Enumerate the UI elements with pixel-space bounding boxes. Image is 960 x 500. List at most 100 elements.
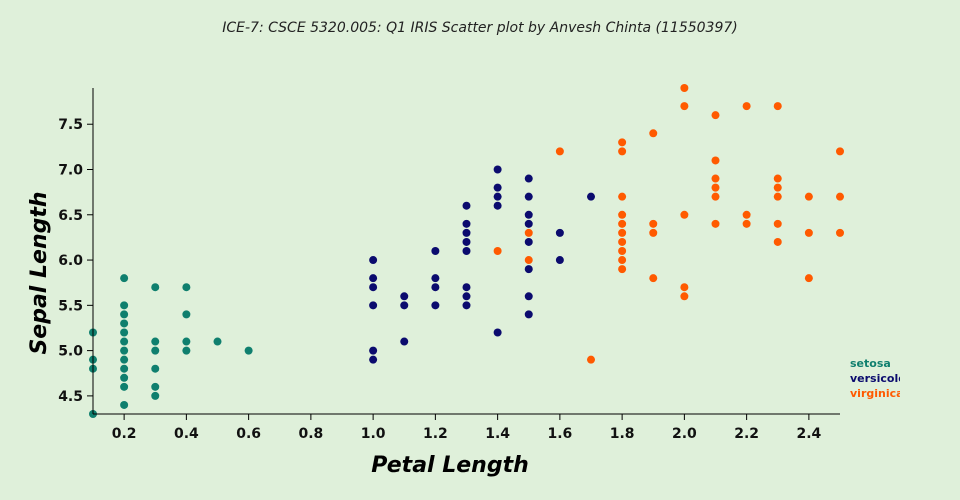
versicolor-point bbox=[462, 292, 471, 301]
virginica-point bbox=[711, 219, 720, 228]
setosa-point bbox=[151, 337, 160, 346]
versicolor-point bbox=[524, 237, 533, 246]
virginica-point bbox=[649, 219, 658, 228]
setosa-point bbox=[120, 346, 129, 355]
plot-area bbox=[89, 84, 844, 418]
y-tick-label: 5.0 bbox=[58, 344, 83, 360]
x-tick-label: 0.2 bbox=[112, 426, 137, 442]
x-tick-label: 1.8 bbox=[610, 426, 635, 442]
virginica-point bbox=[555, 147, 564, 156]
virginica-point bbox=[680, 210, 689, 219]
x-tick-label: 1.2 bbox=[423, 426, 448, 442]
virginica-point bbox=[711, 174, 720, 183]
versicolor-point bbox=[462, 301, 471, 310]
setosa-point bbox=[244, 346, 253, 355]
virginica-point bbox=[493, 247, 502, 255]
virginica-point bbox=[711, 156, 720, 165]
setosa-point bbox=[182, 310, 191, 319]
setosa-point bbox=[120, 328, 129, 337]
virginica-point bbox=[618, 247, 627, 255]
x-tick-label: 0.6 bbox=[236, 426, 261, 442]
setosa-point bbox=[120, 382, 129, 391]
virginica-point bbox=[524, 256, 533, 265]
virginica-point bbox=[804, 192, 813, 201]
x-tick-label: 1.0 bbox=[361, 426, 386, 442]
versicolor-point bbox=[462, 237, 471, 246]
x-tick-label: 0.4 bbox=[174, 426, 199, 442]
versicolor-point bbox=[462, 247, 471, 255]
versicolor-point bbox=[369, 283, 378, 292]
versicolor-point bbox=[369, 256, 378, 265]
x-axis: 0.2 0.4 0.6 0.8 1.0 1.2 1.4 1.6 1.8 2.0 2.2 2.4 bbox=[93, 413, 840, 442]
versicolor-point bbox=[493, 192, 502, 201]
y-tick-label: 6.0 bbox=[58, 253, 83, 269]
setosa-point bbox=[213, 337, 222, 346]
versicolor-point bbox=[493, 183, 502, 192]
virginica-point bbox=[618, 147, 627, 156]
versicolor-point bbox=[462, 219, 471, 228]
y-tick-label: 7.5 bbox=[58, 117, 83, 133]
virginica-point bbox=[804, 228, 813, 237]
virginica-point bbox=[649, 228, 658, 237]
y-axis-label: Sepal Length bbox=[27, 191, 52, 354]
versicolor-point bbox=[369, 274, 378, 283]
x-tick-label: 2.0 bbox=[672, 426, 697, 442]
virginica-point bbox=[773, 183, 782, 192]
setosa-point bbox=[120, 310, 129, 319]
virginica-point bbox=[618, 192, 627, 201]
virginica-point bbox=[680, 102, 689, 111]
legend-label-versicolor: versicolor bbox=[850, 372, 912, 385]
versicolor-point bbox=[369, 355, 378, 364]
series-virginica bbox=[493, 84, 844, 364]
versicolor-point bbox=[524, 310, 533, 319]
versicolor-point bbox=[587, 192, 595, 201]
versicolor-point bbox=[431, 283, 440, 292]
legend-items: setosa versicolor virginica bbox=[850, 357, 912, 400]
setosa-point bbox=[151, 364, 160, 373]
versicolor-point bbox=[431, 247, 440, 255]
setosa-point bbox=[151, 391, 160, 400]
versicolor-point bbox=[555, 228, 564, 237]
legend-label-setosa: setosa bbox=[850, 357, 891, 370]
virginica-point bbox=[618, 138, 627, 147]
virginica-point bbox=[649, 129, 658, 138]
virginica-point bbox=[618, 265, 627, 274]
versicolor-point bbox=[462, 228, 471, 237]
series-setosa bbox=[89, 274, 253, 418]
virginica-point bbox=[773, 174, 782, 183]
virginica-point bbox=[618, 256, 627, 265]
versicolor-point bbox=[524, 192, 533, 201]
setosa-point bbox=[120, 319, 129, 328]
virginica-point bbox=[773, 192, 782, 201]
setosa-point bbox=[151, 382, 160, 391]
virginica-point bbox=[649, 274, 658, 283]
setosa-point bbox=[120, 373, 129, 382]
y-tick-label: 5.5 bbox=[58, 298, 83, 314]
versicolor-point bbox=[493, 201, 502, 210]
versicolor-point bbox=[369, 346, 378, 355]
setosa-point bbox=[120, 301, 129, 310]
virginica-point bbox=[836, 147, 844, 156]
virginica-point bbox=[742, 210, 751, 219]
setosa-point bbox=[182, 346, 191, 355]
virginica-point bbox=[836, 228, 844, 237]
versicolor-point bbox=[524, 292, 533, 301]
virginica-point bbox=[524, 228, 533, 237]
virginica-point bbox=[680, 84, 689, 92]
x-tick-label: 1.6 bbox=[547, 426, 572, 442]
y-tick-label: 7.0 bbox=[58, 163, 83, 179]
x-axis-label: Petal Length bbox=[371, 453, 529, 478]
series-versicolor bbox=[369, 165, 595, 364]
versicolor-point bbox=[524, 210, 533, 219]
versicolor-point bbox=[400, 301, 409, 310]
virginica-point bbox=[618, 228, 627, 237]
virginica-point bbox=[618, 210, 627, 219]
virginica-point bbox=[773, 219, 782, 228]
versicolor-point bbox=[524, 174, 533, 183]
setosa-point bbox=[120, 364, 129, 373]
y-tick-label: 4.5 bbox=[58, 389, 83, 405]
versicolor-point bbox=[555, 256, 564, 265]
setosa-point bbox=[120, 400, 129, 409]
